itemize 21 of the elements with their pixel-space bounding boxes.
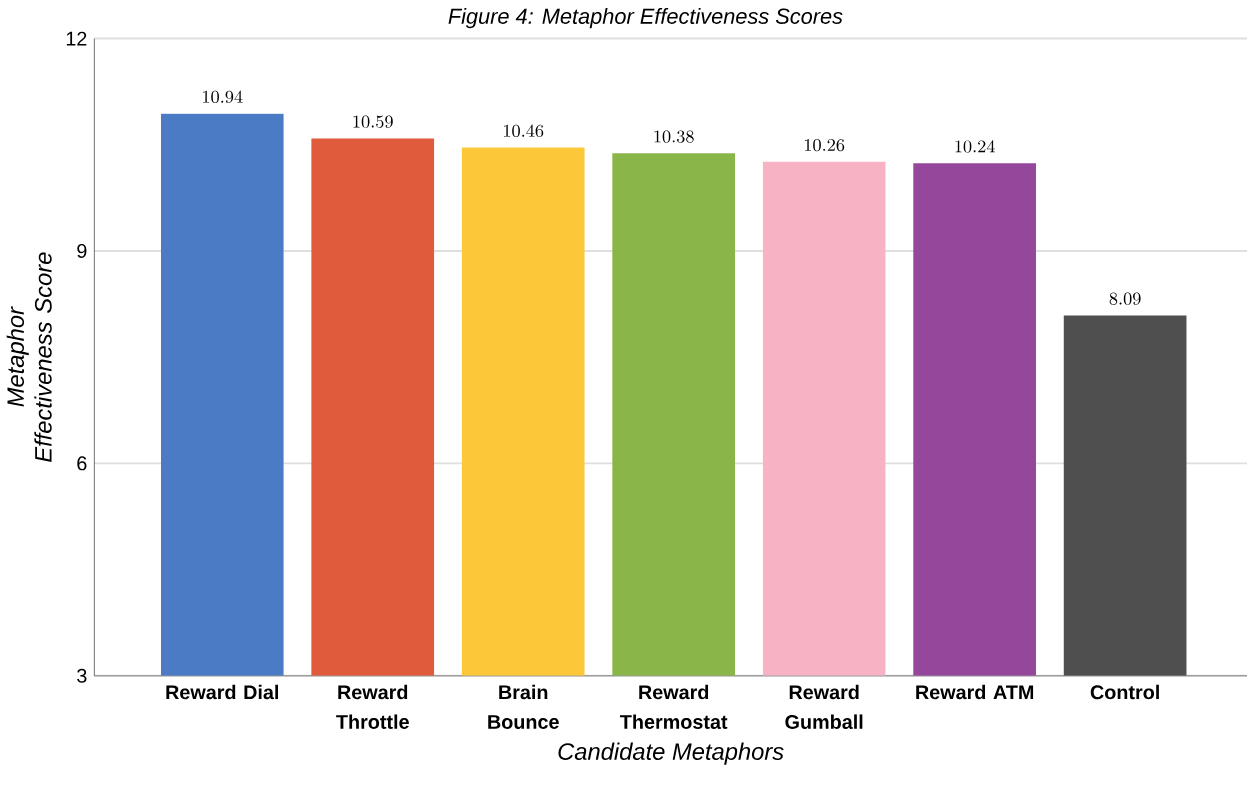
y-tick-label: 9 [77,244,87,259]
data-label: 8.09 [1109,292,1141,306]
x-tick-label: Reward Throttle [336,684,409,730]
y-axis-title: Metaphor Effectiveness Score [6,252,52,463]
data-label: 10.94 [203,90,243,104]
x-tick-label: Control [1090,684,1159,700]
x-tick-label: Reward Gumball [785,684,863,730]
y-tick-label: 3 [77,669,87,683]
data-label: 10.38 [654,130,694,143]
data-label: 10.59 [353,115,393,129]
chart-title: Figure 4: Metaphor Effectiveness Scores [448,8,843,29]
x-tick-label: Reward Dial [166,684,279,700]
x-tick-label: Reward ATM [916,684,1034,700]
data-label: 10.26 [804,139,845,152]
data-label: 10.46 [504,124,544,138]
x-tick-label: Reward Thermostat [620,684,728,730]
y-tick-label: 6 [77,456,87,471]
y-tick-label: 12 [66,31,87,46]
x-tick-label: Brain Bounce [488,684,559,730]
data-label: 10.24 [955,140,995,153]
x-axis-title: Candidate Metaphors [558,742,784,765]
